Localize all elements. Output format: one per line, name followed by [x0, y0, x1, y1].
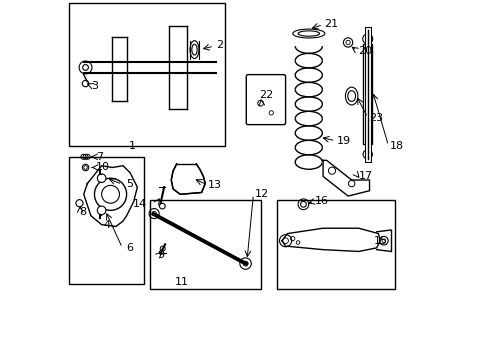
Polygon shape — [171, 164, 205, 194]
Text: 5: 5 — [125, 179, 133, 189]
Polygon shape — [323, 160, 369, 196]
Text: 6: 6 — [125, 243, 133, 253]
Text: 12: 12 — [254, 189, 268, 199]
FancyBboxPatch shape — [246, 75, 285, 125]
Text: 10: 10 — [96, 162, 110, 172]
Text: 22: 22 — [258, 90, 272, 100]
Circle shape — [97, 206, 106, 215]
Text: 8: 8 — [79, 207, 86, 217]
Text: 2: 2 — [216, 40, 223, 50]
Text: 18: 18 — [389, 141, 403, 152]
Bar — [69, 157, 144, 284]
Bar — [69, 3, 224, 146]
Bar — [363, 44, 371, 144]
Text: 7: 7 — [96, 152, 103, 162]
Bar — [276, 200, 394, 289]
Text: 9: 9 — [157, 250, 164, 260]
Text: 14: 14 — [133, 199, 147, 209]
Text: 21: 21 — [324, 19, 338, 29]
Text: 1: 1 — [128, 141, 135, 151]
Circle shape — [97, 174, 106, 183]
Bar — [149, 200, 260, 289]
Text: 15: 15 — [373, 236, 387, 246]
Text: 11: 11 — [175, 277, 188, 287]
Text: 3: 3 — [91, 81, 99, 91]
Text: 17: 17 — [358, 171, 372, 181]
Text: 20: 20 — [357, 46, 371, 57]
Text: 19: 19 — [336, 136, 350, 146]
Text: 4: 4 — [103, 220, 110, 230]
Text: 23: 23 — [368, 113, 382, 123]
Text: 16: 16 — [315, 197, 328, 206]
Text: 13: 13 — [207, 180, 222, 190]
Polygon shape — [282, 228, 380, 251]
